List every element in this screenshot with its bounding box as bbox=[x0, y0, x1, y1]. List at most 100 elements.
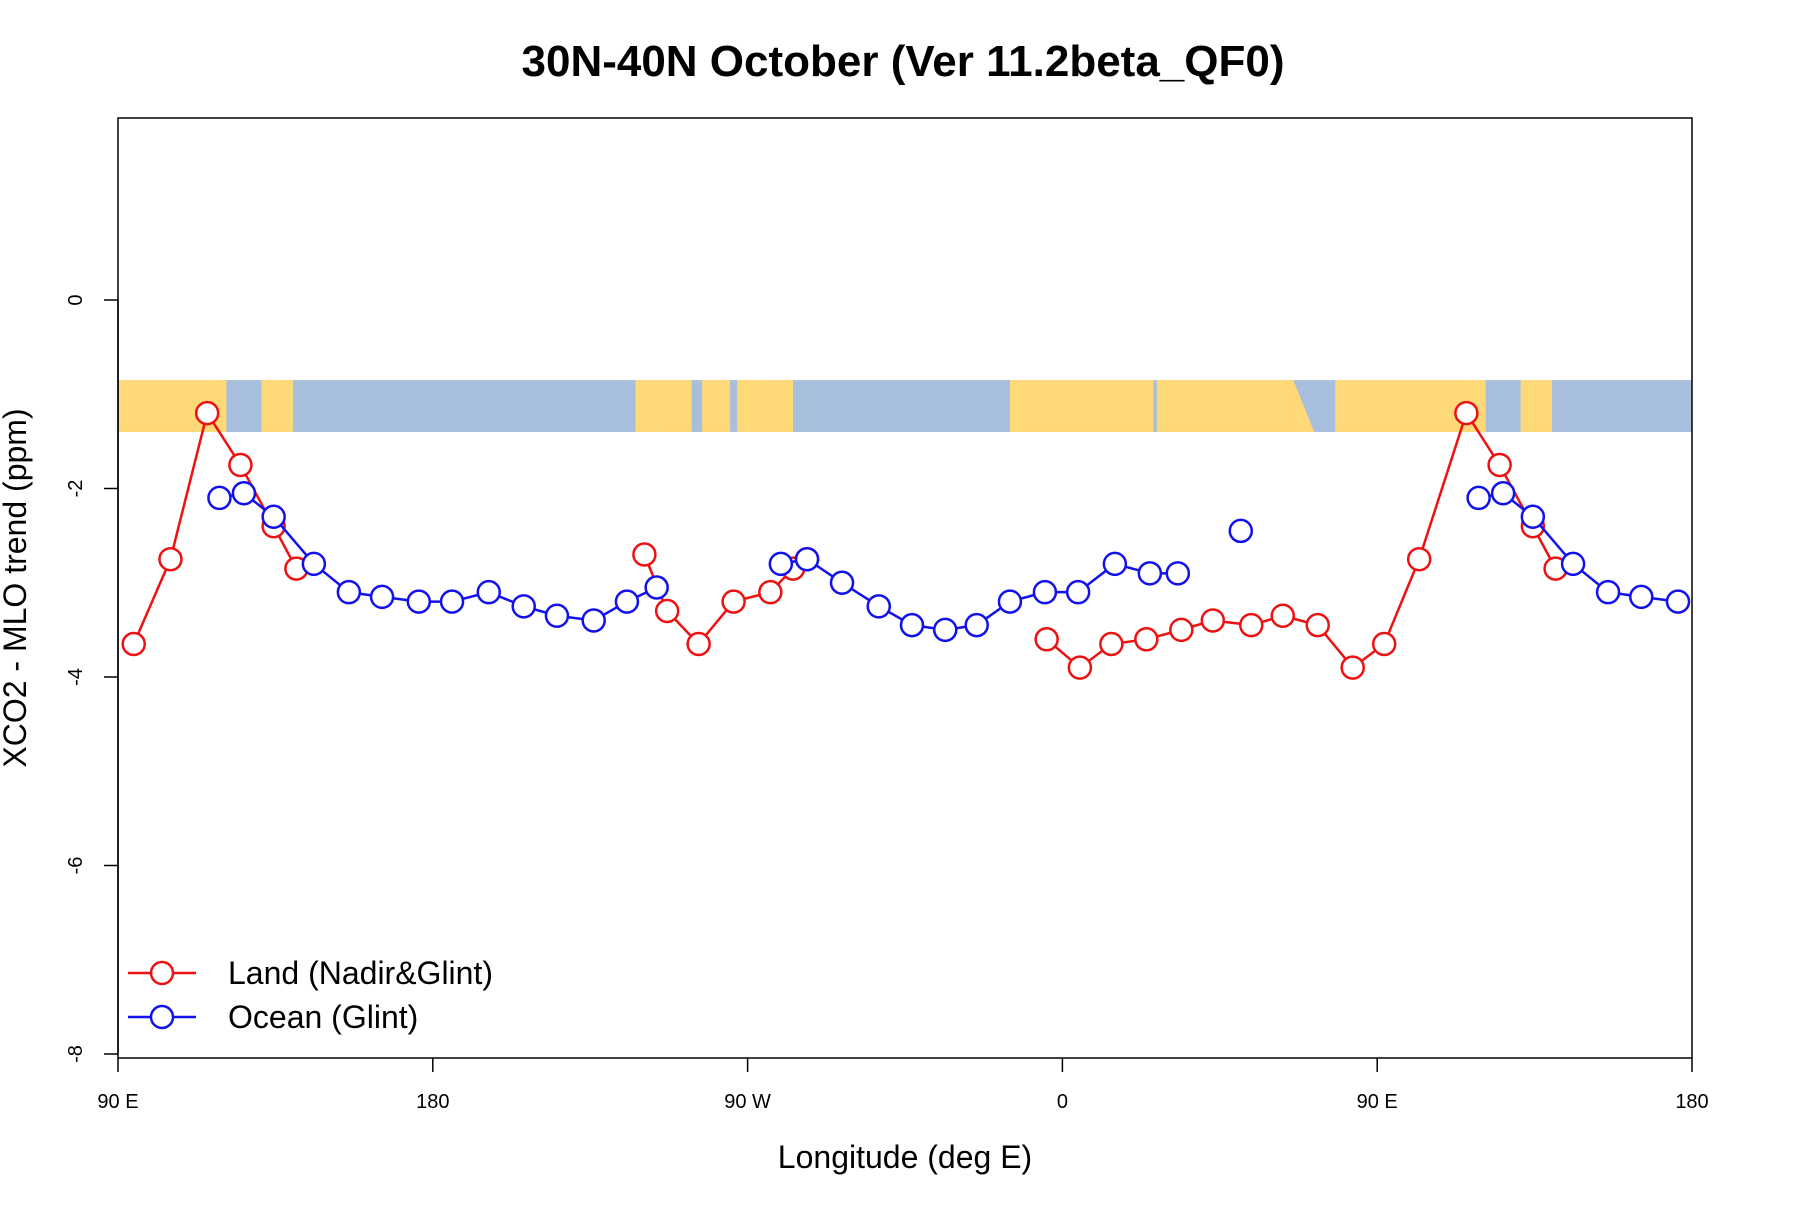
data-point bbox=[644, 575, 669, 600]
series-0 bbox=[121, 400, 1568, 680]
data-point bbox=[1487, 452, 1512, 478]
series-layer bbox=[121, 400, 1691, 680]
y-tick-label: -8 bbox=[65, 1045, 87, 1063]
data-point bbox=[1165, 561, 1191, 586]
data-point bbox=[1239, 612, 1264, 638]
data-point bbox=[439, 589, 465, 614]
legend: Land (Nadir&Glint) Ocean (Glint) bbox=[128, 955, 493, 1035]
data-point bbox=[964, 612, 989, 638]
data-point bbox=[1228, 518, 1254, 544]
plot-frame bbox=[117, 117, 1693, 1059]
series-line bbox=[1045, 410, 1557, 670]
x-tick-label: 90 W bbox=[724, 1091, 771, 1113]
data-point bbox=[721, 589, 746, 614]
data-point bbox=[207, 485, 232, 511]
data-point bbox=[758, 579, 783, 605]
data-point bbox=[632, 542, 657, 567]
legend-label: Land (Nadir&Glint) bbox=[228, 955, 493, 991]
map-land-8 bbox=[1009, 380, 1154, 432]
map-coast-3 bbox=[1293, 380, 1315, 432]
data-point bbox=[1134, 627, 1159, 652]
data-point bbox=[1371, 631, 1397, 657]
x-tick-label: 90 E bbox=[97, 1091, 138, 1113]
data-point bbox=[686, 631, 711, 657]
map-land-5 bbox=[702, 380, 731, 432]
series-1 bbox=[207, 480, 1691, 643]
data-point bbox=[1099, 631, 1124, 657]
data-point bbox=[261, 504, 286, 530]
data-point bbox=[158, 546, 183, 572]
data-point bbox=[406, 589, 432, 614]
series-line bbox=[1478, 491, 1679, 603]
map-land-12 bbox=[1520, 380, 1553, 432]
data-point bbox=[1629, 584, 1654, 610]
data-point bbox=[1466, 485, 1491, 511]
x-tick-label: 90 E bbox=[1357, 1091, 1398, 1113]
data-point bbox=[511, 594, 536, 619]
data-point bbox=[1067, 655, 1093, 680]
y-axis: 0 -2 -4 -6 -8 bbox=[65, 294, 119, 1063]
data-point bbox=[301, 551, 327, 577]
data-point bbox=[1169, 617, 1194, 643]
data-point bbox=[1270, 603, 1296, 628]
data-point bbox=[1490, 480, 1516, 506]
data-point bbox=[1340, 655, 1365, 680]
map-coast-2 bbox=[1009, 380, 1028, 432]
legend-item-0: Land (Nadir&Glint) bbox=[128, 955, 493, 991]
data-point bbox=[476, 579, 502, 605]
data-point bbox=[1137, 561, 1163, 586]
data-point bbox=[1454, 400, 1479, 426]
data-point bbox=[1034, 627, 1059, 652]
x-tick-label: 0 bbox=[1057, 1091, 1068, 1113]
data-point bbox=[1406, 546, 1432, 572]
data-point bbox=[794, 546, 820, 572]
data-point bbox=[829, 570, 855, 595]
y-tick-label: -2 bbox=[65, 480, 87, 498]
legend-label: Ocean (Glint) bbox=[228, 999, 418, 1035]
x-axis: 90 E 180 90 W 0 90 E 180 bbox=[97, 1058, 1709, 1113]
data-point bbox=[581, 608, 606, 633]
data-point bbox=[1305, 612, 1330, 638]
map-land-2 bbox=[261, 380, 279, 432]
map-land-10 bbox=[1335, 380, 1476, 432]
y-tick-label: -4 bbox=[65, 668, 87, 686]
chart-title: 30N-40N October (Ver 11.2beta_QF0) bbox=[522, 37, 1285, 86]
y-tick-label: 0 bbox=[65, 294, 87, 305]
y-tick-label: -6 bbox=[65, 857, 87, 875]
data-point bbox=[544, 603, 570, 628]
legend-item-1: Ocean (Glint) bbox=[128, 999, 418, 1035]
x-tick-label: 180 bbox=[416, 1091, 449, 1113]
x-tick-label: 180 bbox=[1675, 1091, 1708, 1113]
map-coast-0 bbox=[635, 380, 668, 432]
legend-marker bbox=[149, 960, 175, 986]
map-land-9 bbox=[1156, 380, 1294, 432]
data-point bbox=[1560, 551, 1586, 577]
data-point bbox=[231, 480, 257, 506]
data-point bbox=[1065, 579, 1091, 605]
y-axis-label: XCO2 - MLO trend (ppm) bbox=[0, 408, 33, 767]
data-point bbox=[1200, 608, 1226, 633]
data-point bbox=[1595, 579, 1621, 605]
data-point bbox=[1520, 504, 1546, 530]
data-point bbox=[228, 452, 253, 478]
data-point bbox=[1665, 589, 1691, 614]
map-land-3 bbox=[275, 380, 293, 432]
data-point bbox=[614, 589, 640, 614]
x-axis-label: Longitude (deg E) bbox=[778, 1139, 1032, 1175]
data-point bbox=[1032, 579, 1058, 605]
data-point bbox=[932, 617, 958, 643]
data-point bbox=[369, 584, 395, 610]
data-point bbox=[194, 400, 220, 426]
data-point bbox=[121, 631, 146, 657]
data-point bbox=[768, 551, 794, 577]
data-point bbox=[997, 589, 1023, 614]
data-point bbox=[336, 579, 362, 605]
legend-marker bbox=[149, 1004, 175, 1030]
data-point bbox=[866, 594, 892, 619]
data-point bbox=[654, 598, 680, 624]
map-coast-1 bbox=[761, 380, 790, 432]
world-map-strip bbox=[118, 380, 1692, 432]
data-point bbox=[899, 612, 925, 638]
